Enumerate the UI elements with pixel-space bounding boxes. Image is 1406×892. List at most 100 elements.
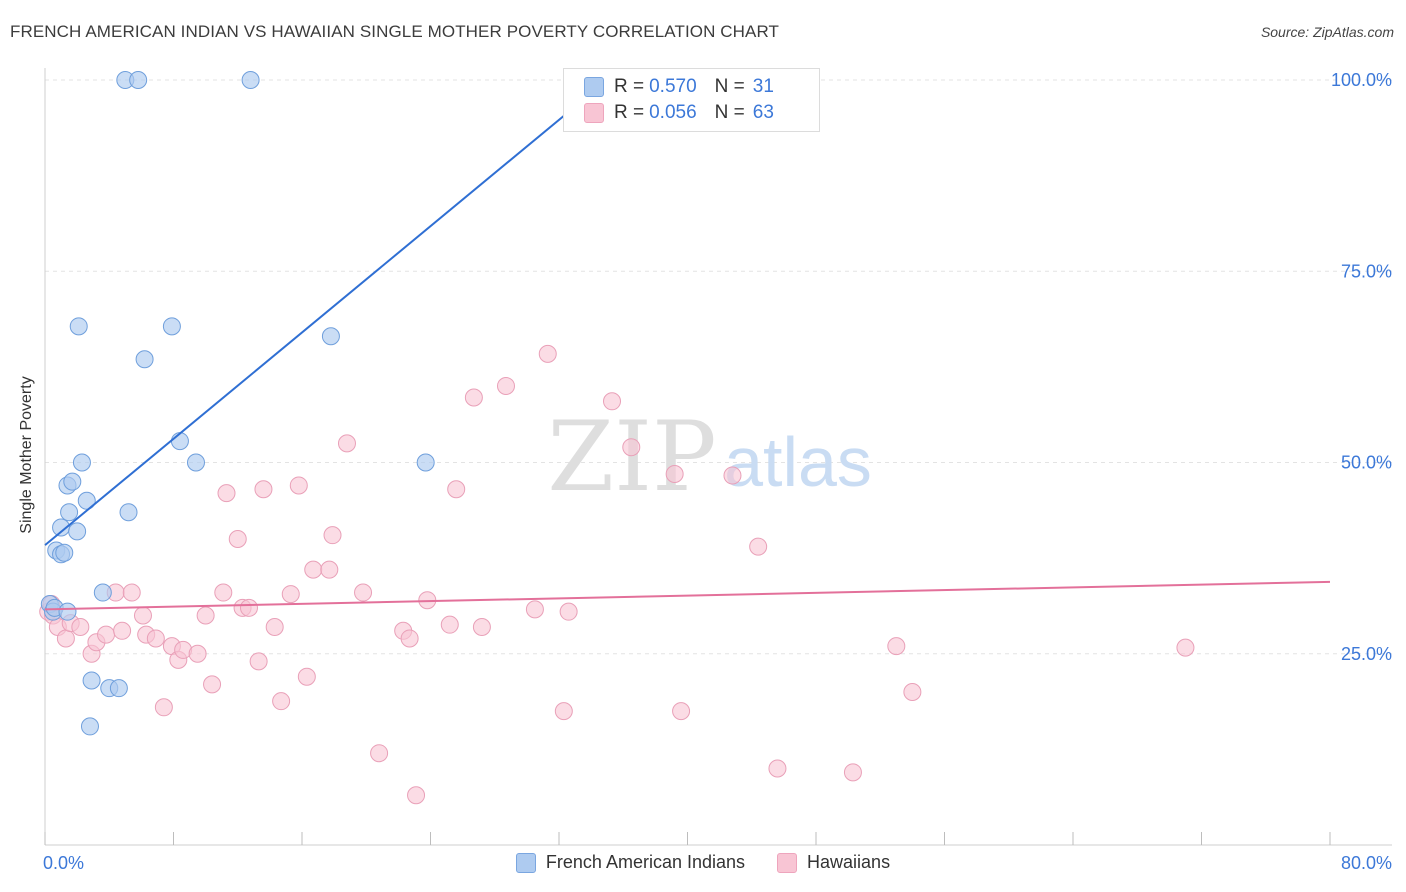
hawaiians-point	[554, 702, 573, 721]
hawaiians-point	[304, 560, 323, 579]
hawaiians-points	[39, 344, 1195, 805]
french-american-indians-point	[162, 317, 181, 336]
y-tick-label: 100.0%	[1331, 70, 1392, 90]
hawaiians-point	[903, 683, 922, 701]
french-american-indians-point	[321, 327, 340, 346]
hawaiians-trend-line	[44, 580, 1331, 611]
x-tick-label-min: 0.0%	[43, 853, 84, 873]
hawaiians-point	[472, 617, 491, 636]
french-american-indians-point	[80, 717, 99, 736]
hawaiians-point	[323, 526, 342, 545]
y-tick-label: 75.0%	[1341, 261, 1392, 281]
series-swatch-pink	[777, 852, 798, 873]
french-american-indians-point	[135, 350, 154, 369]
hawaiians-point	[196, 606, 215, 625]
watermark: ZIP atlas	[547, 401, 872, 513]
series-legend-label: Hawaiians	[807, 852, 891, 872]
legend-r-value: 0.570	[649, 76, 697, 97]
watermark-zip: ZIP	[547, 401, 716, 513]
hawaiians-point	[749, 537, 768, 556]
hawaiians-point	[281, 585, 300, 604]
tick-labels: 25.0% 50.0% 75.0% 100.0% 0.0% 80.0%	[43, 70, 1392, 873]
correlation-legend: R = 0.570 N = 31 R = 0.056 N = 63	[563, 68, 820, 132]
series-legend: French American Indians Hawaiians	[0, 852, 1406, 873]
hawaiians-point	[603, 392, 622, 411]
hawaiians-point	[538, 344, 557, 363]
hawaiians-point	[154, 698, 173, 717]
hawaiians-point	[71, 617, 90, 636]
french-american-indians-point	[109, 679, 128, 698]
hawaiians-point	[337, 434, 356, 453]
french-american-indians-point	[69, 317, 88, 336]
legend-row-hawaiians: R = 0.056 N = 63	[584, 100, 774, 126]
axes	[44, 68, 1392, 846]
hawaiians-point	[113, 621, 132, 640]
hawaiians-point	[400, 629, 419, 648]
hawaiians-point	[354, 583, 373, 602]
french-american-indians-point	[119, 503, 138, 522]
legend-n-value: 31	[752, 76, 774, 97]
french-american-indians-point	[129, 71, 148, 89]
hawaiians-point	[289, 476, 308, 495]
legend-n-value: 63	[752, 102, 774, 123]
french-american-indians-point	[60, 503, 79, 522]
hawaiians-point	[297, 667, 316, 686]
hawaiians-point	[723, 466, 742, 485]
hawaiians-point	[146, 629, 165, 648]
hawaiians-point	[665, 464, 684, 483]
hawaiians-point	[203, 675, 222, 694]
hawaiians-point	[496, 377, 515, 395]
french-american-indians-point	[77, 491, 96, 510]
hawaiians-point	[407, 786, 426, 805]
hawaiians-point	[622, 438, 641, 457]
hawaiians-point	[768, 759, 787, 778]
series-legend-item-hawaiians[interactable]: Hawaiians	[777, 852, 890, 873]
hawaiians-point	[320, 560, 339, 579]
hawaiians-point	[1176, 638, 1195, 657]
hawaiians-point	[887, 637, 906, 656]
hawaiians-point	[843, 763, 862, 782]
french-american-indians-point	[68, 522, 87, 541]
hawaiians-point	[559, 602, 578, 621]
hawaiians-point	[214, 583, 233, 602]
legend-swatch-blue	[584, 77, 604, 97]
french-american-indians-point	[63, 472, 82, 491]
hawaiians-point	[447, 480, 466, 499]
hawaiians-point	[249, 652, 268, 671]
hawaiians-point	[188, 644, 207, 663]
hawaiians-point	[525, 600, 544, 619]
y-tick-label: 50.0%	[1341, 453, 1392, 473]
french-american-indians-point	[416, 453, 435, 472]
legend-n-label: N =	[714, 76, 745, 97]
french-american-indians-point	[58, 602, 77, 621]
hawaiians-point	[440, 615, 459, 634]
legend-row-french-american-indians: R = 0.570 N = 31	[584, 74, 774, 100]
hawaiians-point	[228, 530, 247, 548]
hawaiians-point	[272, 692, 291, 711]
hawaiians-point	[56, 629, 75, 648]
legend-r-value: 0.056	[649, 102, 697, 123]
french-american-indians-point	[170, 432, 189, 451]
legend-n-label: N =	[714, 102, 745, 123]
legend-r-label: R =	[614, 102, 645, 123]
hawaiians-point	[239, 598, 258, 617]
hawaiians-point	[672, 702, 691, 721]
series-legend-label: French American Indians	[545, 852, 746, 872]
hawaiians-point	[97, 625, 116, 644]
legend-r-label: R =	[614, 76, 645, 97]
french-american-indians-point	[82, 671, 101, 690]
y-tick-label: 25.0%	[1341, 644, 1392, 664]
hawaiians-point	[122, 583, 141, 602]
french-american-indians-point	[55, 543, 74, 562]
source-label: Source: ZipAtlas.com	[1260, 24, 1394, 40]
gridlines	[45, 79, 1392, 655]
french-american-indians-point	[241, 71, 260, 89]
watermark-atlas: atlas	[724, 423, 872, 501]
series-swatch-blue	[515, 852, 536, 873]
series-legend-item-french-american-indians[interactable]: French American Indians	[515, 852, 746, 873]
trend-lines	[44, 79, 1331, 611]
chart-title: FRENCH AMERICAN INDIAN VS HAWAIIAN SINGL…	[10, 22, 780, 41]
hawaiians-point	[133, 606, 152, 625]
hawaiians-point	[370, 744, 389, 763]
